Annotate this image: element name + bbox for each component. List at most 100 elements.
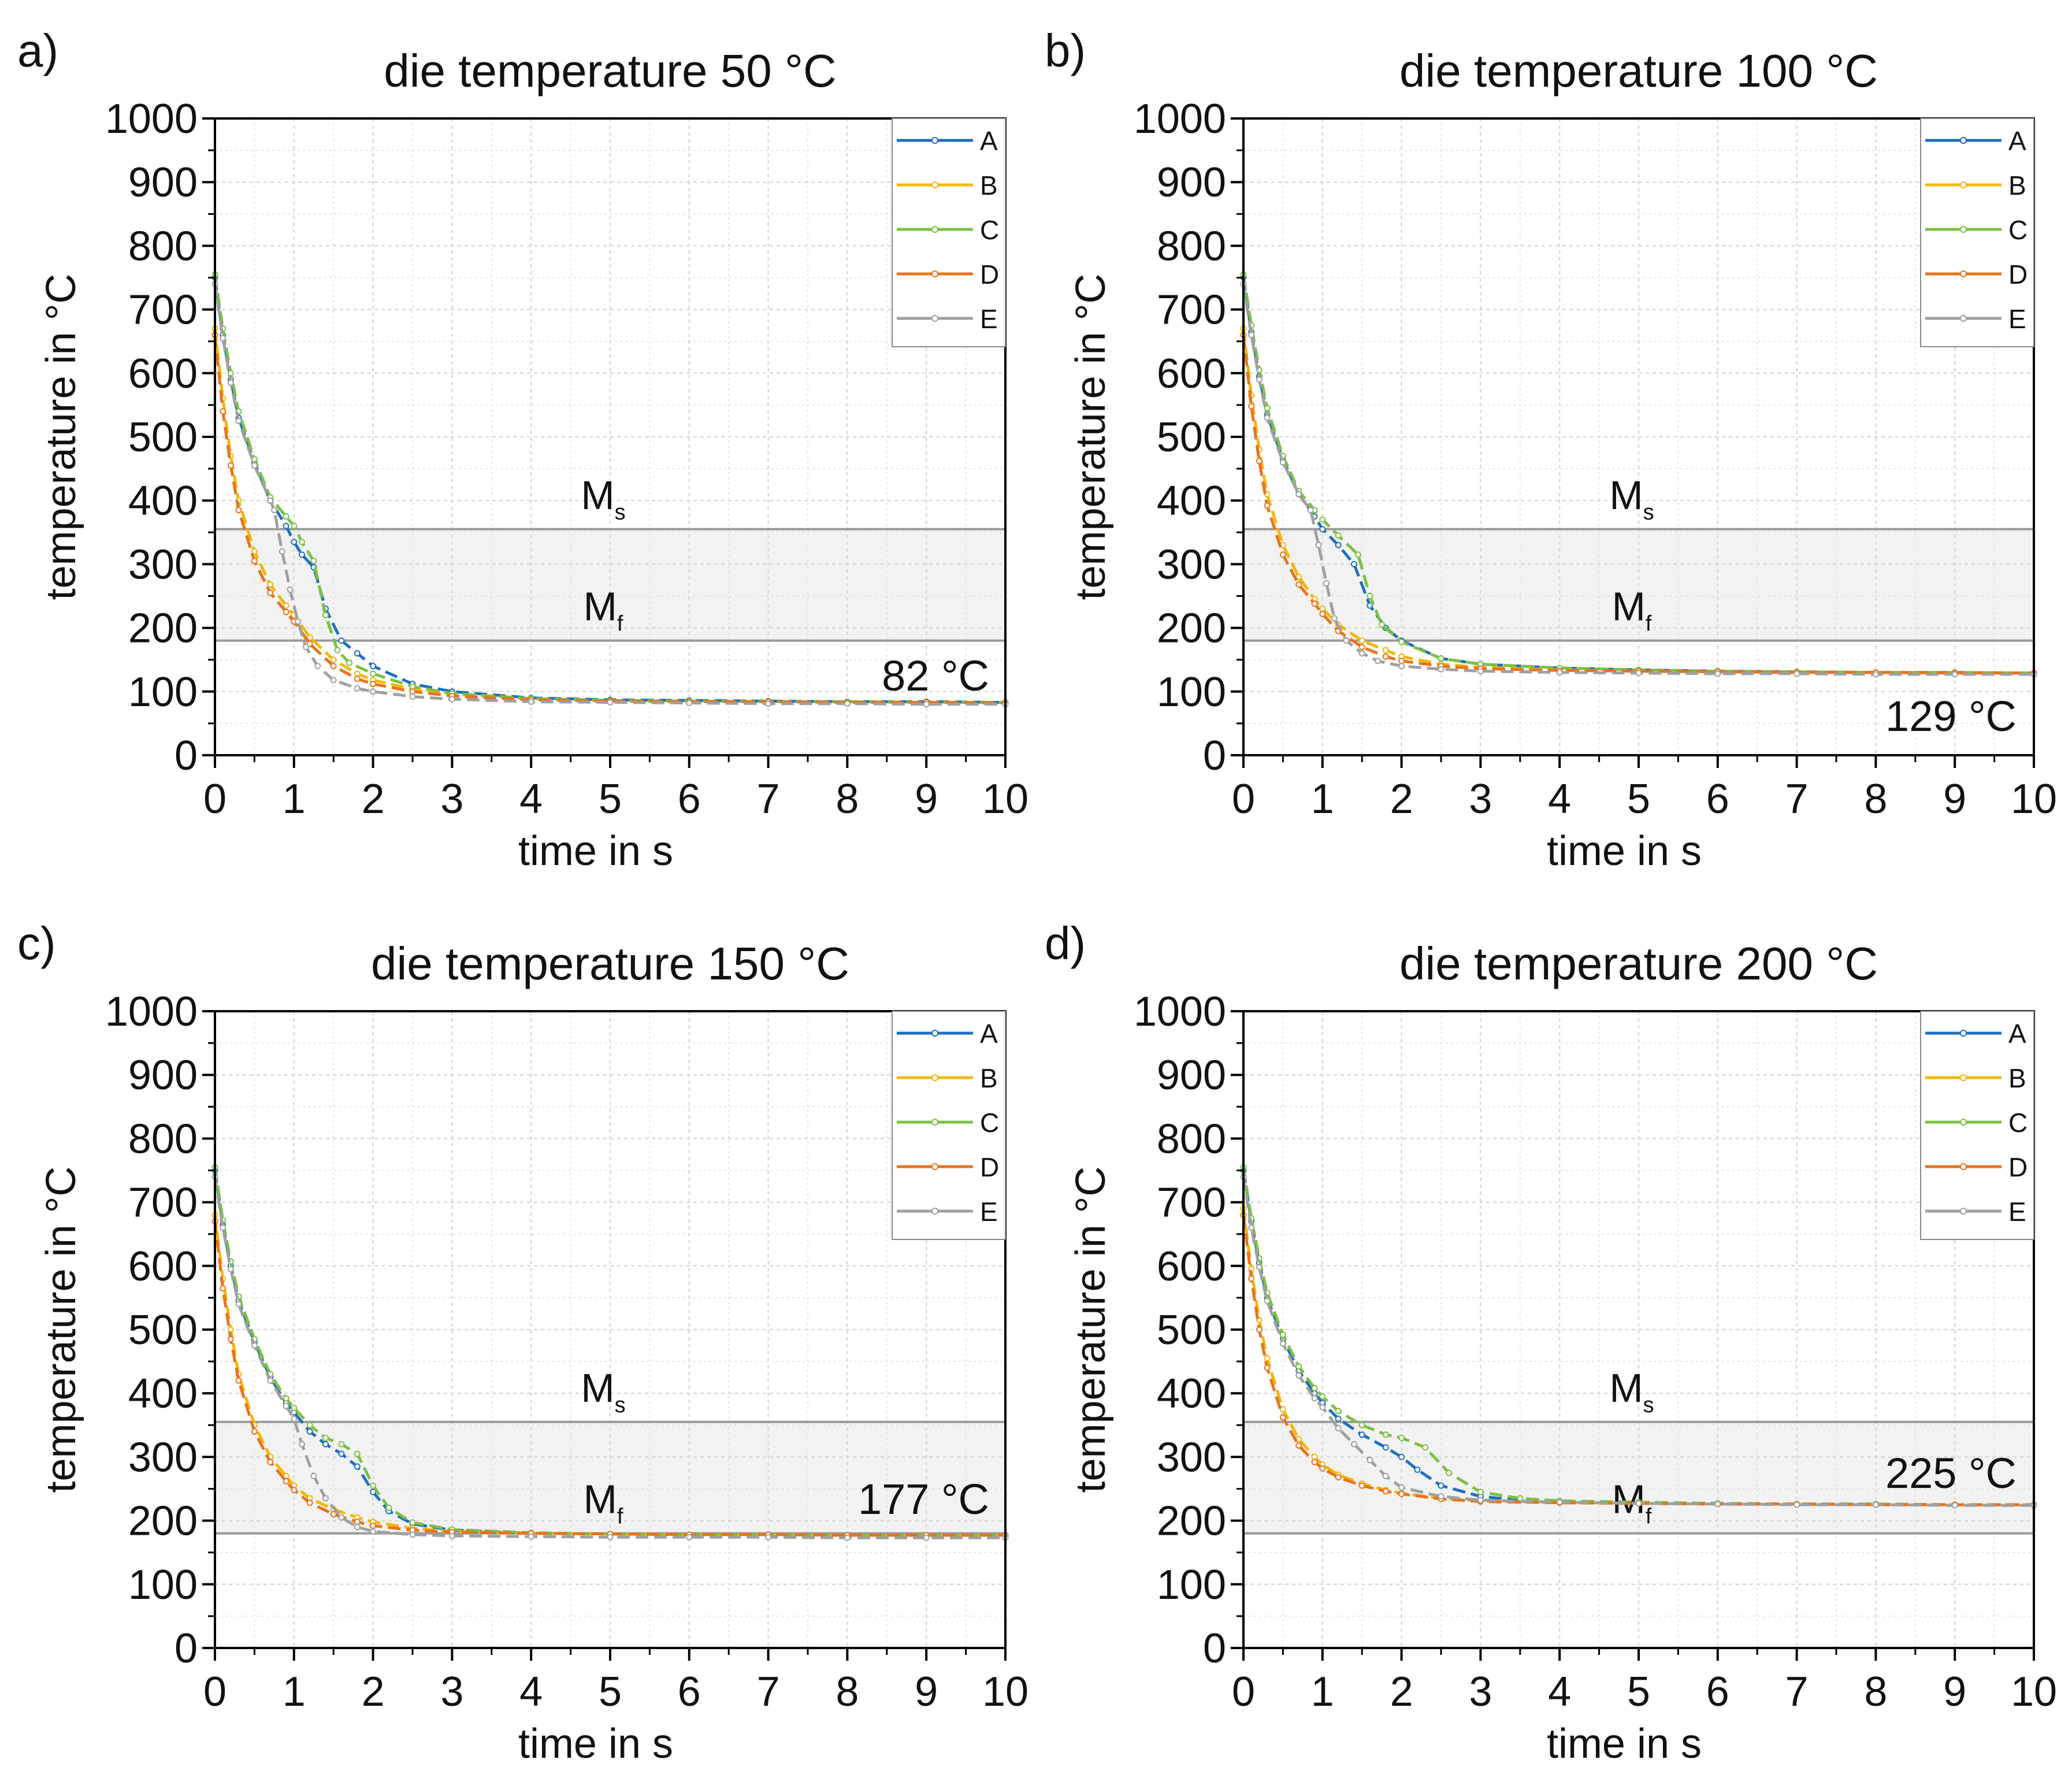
data-point-d xyxy=(227,462,234,469)
x-tick-label: 2 xyxy=(362,776,385,822)
data-point-e xyxy=(1367,1457,1373,1464)
reference-label-mf: Mf xyxy=(584,584,623,636)
y-tick-label: 600 xyxy=(128,351,198,397)
y-tick-label: 400 xyxy=(128,1371,198,1417)
data-point-d xyxy=(1279,1414,1286,1421)
legend-marker-a xyxy=(1960,137,1967,144)
data-point-d xyxy=(330,1511,337,1518)
legend-label-e: E xyxy=(2008,1197,2026,1227)
data-point-c xyxy=(1422,1444,1429,1451)
data-point-d xyxy=(1264,1364,1271,1371)
y-tick-label: 800 xyxy=(1157,1116,1226,1162)
legend-label-c: C xyxy=(980,1108,999,1138)
data-point-e xyxy=(1872,1501,1879,1508)
y-tick-label: 500 xyxy=(128,414,198,461)
legend-marker-b xyxy=(931,181,938,188)
legend-box xyxy=(1920,118,2034,347)
data-point-d xyxy=(409,688,416,695)
data-point-e xyxy=(354,1524,361,1531)
data-point-e xyxy=(220,335,226,342)
x-tick-label: 1 xyxy=(1311,1669,1334,1715)
data-point-d xyxy=(291,1487,298,1494)
data-point-c xyxy=(1438,655,1445,662)
legend-marker-a xyxy=(931,137,938,144)
reference-label-mf: Mf xyxy=(584,1477,623,1529)
data-point-e xyxy=(267,1377,274,1384)
data-point-e xyxy=(923,701,930,708)
data-point-d xyxy=(1256,458,1262,465)
y-tick-label: 800 xyxy=(1157,223,1226,269)
data-point-d xyxy=(330,663,337,670)
legend-label-e: E xyxy=(2008,304,2026,334)
data-point-d xyxy=(1358,1482,1365,1489)
legend-label-a: A xyxy=(980,126,998,156)
data-point-c xyxy=(322,1434,329,1441)
data-point-e xyxy=(844,1534,851,1541)
data-point-e xyxy=(370,1528,377,1535)
data-point-a xyxy=(1367,602,1373,609)
panel-label: d) xyxy=(1045,918,1086,969)
series-line-e xyxy=(213,284,1005,706)
data-point-e xyxy=(844,700,851,707)
y-tick-label: 600 xyxy=(1157,1244,1226,1290)
data-point-e xyxy=(330,677,337,684)
data-point-c xyxy=(306,1421,313,1428)
legend-label-d: D xyxy=(2008,1152,2028,1182)
y-tick-label: 700 xyxy=(1157,1180,1226,1226)
y-axis-label: temperature in °C xyxy=(38,273,84,600)
x-tick-label: 0 xyxy=(203,1669,226,1715)
data-point-e xyxy=(1307,507,1314,514)
y-tick-label: 100 xyxy=(128,669,198,715)
data-point-e xyxy=(227,379,234,386)
data-point-a xyxy=(322,1441,329,1447)
data-point-c xyxy=(1477,1489,1484,1495)
x-tick-label: 6 xyxy=(1706,776,1729,822)
data-point-b xyxy=(1264,1355,1271,1362)
data-point-b xyxy=(1382,647,1389,654)
data-point-a xyxy=(1351,561,1358,567)
data-point-e xyxy=(1248,332,1255,339)
x-tick-label: 9 xyxy=(1943,1669,1966,1715)
y-tick-label: 800 xyxy=(128,223,198,269)
legend-label-d: D xyxy=(2008,259,2028,289)
data-point-b xyxy=(1311,1453,1318,1460)
legend-label-c: C xyxy=(980,215,999,245)
data-point-c xyxy=(298,539,305,545)
y-tick-label: 0 xyxy=(1203,1625,1226,1672)
data-point-d xyxy=(1295,1442,1302,1449)
final-temperature-annotation: 82 °C xyxy=(882,652,989,700)
data-point-b xyxy=(354,670,361,677)
data-point-c xyxy=(334,647,341,654)
y-tick-label: 400 xyxy=(1157,478,1226,524)
data-point-e xyxy=(448,696,455,703)
data-point-e xyxy=(1315,541,1322,548)
data-point-c xyxy=(291,522,298,529)
data-point-e xyxy=(528,1533,534,1540)
data-point-c xyxy=(1382,1431,1389,1438)
x-axis-label: time in s xyxy=(1547,1721,1702,1767)
x-tick-label: 7 xyxy=(757,1669,780,1715)
data-point-d xyxy=(220,1285,226,1291)
x-tick-label: 4 xyxy=(519,776,543,822)
y-tick-label: 500 xyxy=(1157,414,1226,461)
x-tick-label: 3 xyxy=(1469,1669,1492,1715)
data-point-e xyxy=(271,507,278,514)
panel-label: a) xyxy=(17,25,58,76)
legend-marker-c xyxy=(931,1119,938,1126)
data-point-e xyxy=(1248,1224,1255,1231)
data-point-e xyxy=(1635,670,1642,677)
data-point-e xyxy=(251,1342,258,1349)
data-point-c xyxy=(370,1482,377,1489)
y-tick-label: 400 xyxy=(1157,1371,1226,1417)
x-tick-label: 2 xyxy=(1390,1669,1413,1715)
y-tick-label: 400 xyxy=(128,478,198,524)
data-point-e xyxy=(1358,650,1365,657)
series-line-c xyxy=(1242,274,2034,675)
y-tick-label: 100 xyxy=(1157,1562,1226,1608)
x-tick-label: 4 xyxy=(1548,1669,1571,1715)
legend-label-b: B xyxy=(2008,170,2026,201)
data-point-e xyxy=(686,700,693,707)
